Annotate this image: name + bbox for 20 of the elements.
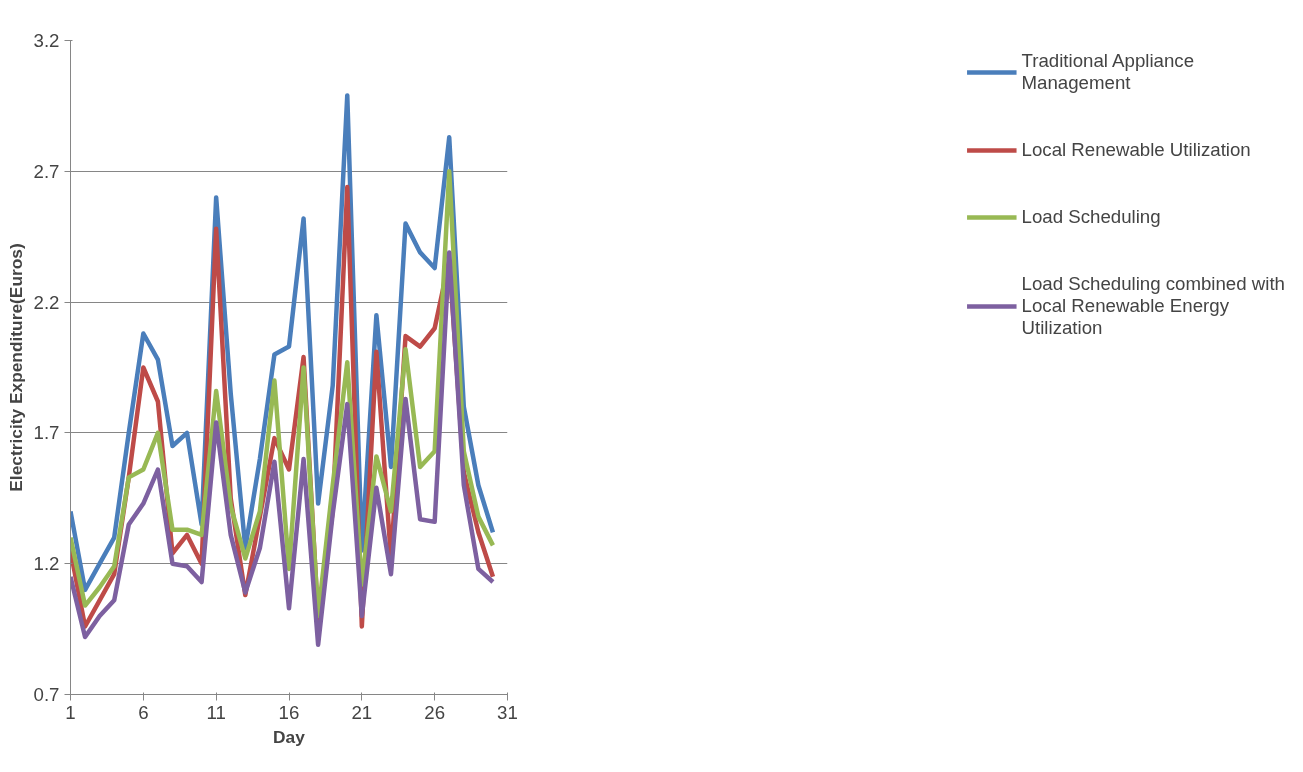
x-tick-label: 26 [424,701,446,723]
x-tick-label: 31 [497,701,518,723]
legend-label: Local Renewable Utilization [1021,139,1251,161]
x-tick-label: 21 [351,701,373,723]
x-axis-title: Day [273,726,306,747]
line-series [70,250,496,648]
y-tick-label: 0.7 [33,684,60,705]
x-tick-label: 6 [138,701,149,723]
y-tick-label: 2.7 [33,160,60,182]
y-tick-label: 1.2 [33,553,60,575]
y-tick-label: 3.2 [33,30,60,51]
y-tick-label: 2.2 [33,291,60,313]
x-tick-label: 16 [278,701,300,723]
y-axis-title: Electricity Expenditure(Euros) [5,243,26,492]
x-tick-label: 11 [206,701,226,723]
y-tick-label: 1.7 [33,422,60,444]
legend-label: Load Scheduling [1021,206,1161,228]
x-tick-label: 1 [65,701,76,723]
legend-label: Traditional Appliance Management [1021,50,1195,94]
legend-label: Load Scheduling combined with Local Renewable Energy Utilization [1021,273,1285,339]
